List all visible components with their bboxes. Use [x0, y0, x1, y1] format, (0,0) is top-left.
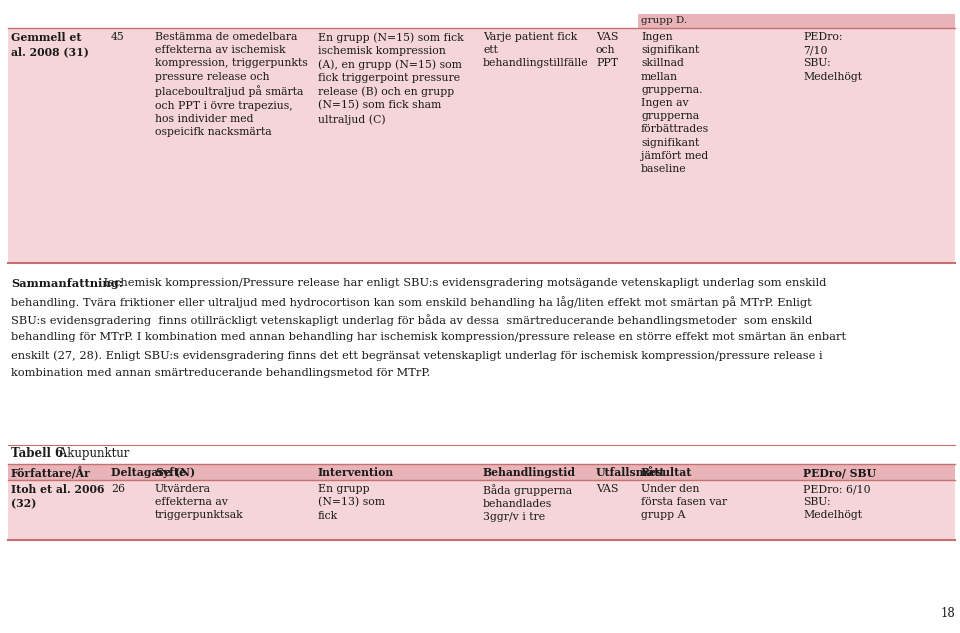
Text: Ingen
signifikant
skillnad
mellan
grupperna.
Ingen av
grupperna
förbättrades
sig: Ingen signifikant skillnad mellan gruppe…: [641, 32, 709, 174]
Text: Båda grupperna
behandlades
3ggr/v i tre: Båda grupperna behandlades 3ggr/v i tre: [483, 484, 572, 522]
Text: Utfallsmått: Utfallsmått: [596, 467, 665, 478]
Text: Resultat: Resultat: [641, 467, 692, 478]
Text: SBU:s evidensgradering  finns otillräckligt vetenskapligt underlag för båda av d: SBU:s evidensgradering finns otillräckli…: [11, 314, 812, 326]
Bar: [638, 14, 955, 28]
Text: PEDro: 6/10
SBU:
Medelhögt: PEDro: 6/10 SBU: Medelhögt: [803, 484, 871, 520]
Text: behandling för MTrP. I kombination med annan behandling har ischemisk kompressio: behandling för MTrP. I kombination med a…: [11, 332, 846, 342]
Bar: [8, 464, 955, 480]
Text: Intervention: Intervention: [318, 467, 395, 478]
Text: Gemmell et: Gemmell et: [11, 32, 82, 43]
Bar: [8, 28, 955, 263]
Text: En grupp (N=15) som fick
ischemisk kompression
(A), en grupp (N=15) som
fick tri: En grupp (N=15) som fick ischemisk kompr…: [318, 32, 464, 125]
Text: Akupunktur: Akupunktur: [55, 447, 130, 460]
Text: Ischemisk kompression/Pressure release har enligt SBU:s evidensgradering motsäga: Ischemisk kompression/Pressure release h…: [100, 278, 827, 288]
Text: Varje patient fick
ett
behandlingstillfälle: Varje patient fick ett behandlingstillfä…: [483, 32, 588, 68]
Text: Sammanfattning:: Sammanfattning:: [11, 278, 123, 289]
Text: PEDro:
7/10
SBU:
Medelhögt: PEDro: 7/10 SBU: Medelhögt: [803, 32, 862, 82]
Text: VAS
och
PPT: VAS och PPT: [596, 32, 618, 68]
Text: Bestämma de omedelbara
effekterna av ischemisk
kompression, triggerpunkts
pressu: Bestämma de omedelbara effekterna av isc…: [155, 32, 308, 137]
Text: 26: 26: [111, 484, 125, 494]
Text: kombination med annan smärtreducerande behandlingsmetod för MTrP.: kombination med annan smärtreducerande b…: [11, 368, 430, 378]
Text: Itoh et al. 2006
(32): Itoh et al. 2006 (32): [11, 484, 105, 510]
Text: Tabell 6.: Tabell 6.: [11, 447, 67, 460]
Text: 45: 45: [111, 32, 125, 42]
Text: grupp D.: grupp D.: [641, 16, 687, 25]
Bar: [8, 480, 955, 540]
Text: Författare/År: Författare/År: [11, 467, 91, 479]
Text: behandling. Tvära friktioner eller ultraljud med hydrocortison kan som enskild b: behandling. Tvära friktioner eller ultra…: [11, 296, 812, 308]
Text: 18: 18: [940, 607, 955, 620]
Text: Utvärdera
effekterna av
triggerpunktsak: Utvärdera effekterna av triggerpunktsak: [155, 484, 244, 520]
Text: Under den
första fasen var
grupp A: Under den första fasen var grupp A: [641, 484, 727, 520]
Text: PEDro/ SBU: PEDro/ SBU: [803, 467, 876, 478]
Text: Syfte: Syfte: [155, 467, 186, 478]
Text: En grupp
(N=13) som
fick: En grupp (N=13) som fick: [318, 484, 385, 521]
Text: VAS: VAS: [596, 484, 618, 494]
Text: Behandlingstid: Behandlingstid: [483, 467, 576, 478]
Text: enskilt (27, 28). Enligt SBU:s evidensgradering finns det ett begränsat vetenska: enskilt (27, 28). Enligt SBU:s evidensgr…: [11, 350, 823, 361]
Text: Deltagare (N): Deltagare (N): [111, 467, 195, 478]
Text: al. 2008 (31): al. 2008 (31): [11, 46, 89, 57]
